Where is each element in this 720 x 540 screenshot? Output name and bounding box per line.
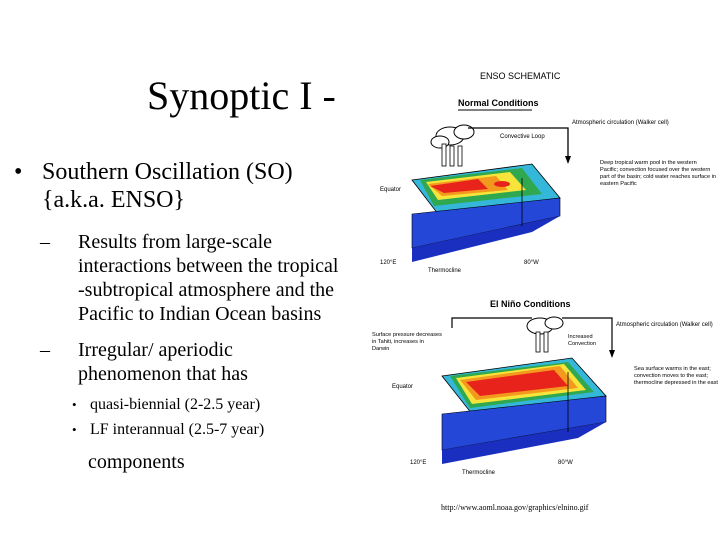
surface-pressure-label: Surface pressure decreases in Tahiti, in… [372,332,442,352]
components-text: components [88,451,185,473]
subsub-bullet-text: quasi-biennial (2-2.5 year) [90,396,261,413]
cloud-icon [526,316,564,353]
el-nino-note: Sea surface warms in the east; convectio… [634,366,718,386]
enso-schematic-figure: ENSO SCHEMATIC Normal Conditions Convect… [372,71,718,476]
subsub-bullet-text: LF interannual (2.5-7 year) [90,421,265,438]
lon-west-label: 120°E [410,460,426,466]
convective-loop-label: Convective Loop [500,134,545,140]
sub-bullet-line: phenomenon that has [78,363,248,385]
equator-label: Equator [392,384,413,390]
sub-bullet-line: -subtropical atmosphere and the [78,279,335,301]
thermocline-label: Thermocline [428,268,462,274]
normal-note: Deep tropical warm pool in the western P… [600,160,716,187]
subsub-bullet-marker: • [72,397,77,412]
sub-bullet-line: Pacific to Indian Ocean basins [78,303,322,325]
lon-east-label: 80°W [558,460,573,466]
equator-label: Equator [380,187,401,193]
subsub-bullet-marker: • [72,422,77,437]
lon-west-label: 120°E [380,260,396,266]
image-credit: http://www.aoml.noaa.gov/graphics/elnino… [441,503,589,512]
walker-cell-label: Atmospheric circulation (Walker cell) [616,322,713,328]
sub-bullet-marker: – [40,231,50,253]
figure-heading: ENSO SCHEMATIC [480,71,561,81]
walker-cell-label: Atmospheric circulation (Walker cell) [572,120,669,126]
sub-bullet-marker: – [40,339,50,361]
lon-east-label: 80°W [524,260,539,266]
bullet-line: {a.k.a. ENSO} [42,187,186,213]
bullet-marker: • [14,159,23,185]
sub-bullet-line: interactions between the tropical [78,255,339,277]
sub-bullet-line: Irregular/ aperiodic [78,339,233,361]
el-nino-conditions-panel: El Niño Conditions Atmospheric circulati… [372,299,718,476]
slide-title: Synoptic I - [147,73,336,118]
normal-conditions-panel: Normal Conditions Convective Loop Atmosp… [380,98,716,274]
bullet-line: Southern Oscillation (SO) [42,159,293,185]
thermocline-label: Thermocline [462,470,496,476]
panel-title: El Niño Conditions [490,299,571,309]
increased-convection-label: Increased Convection [568,334,596,347]
sub-bullet-line: Results from large-scale [78,231,273,253]
panel-title: Normal Conditions [458,98,539,108]
cloud-icon [430,124,475,167]
